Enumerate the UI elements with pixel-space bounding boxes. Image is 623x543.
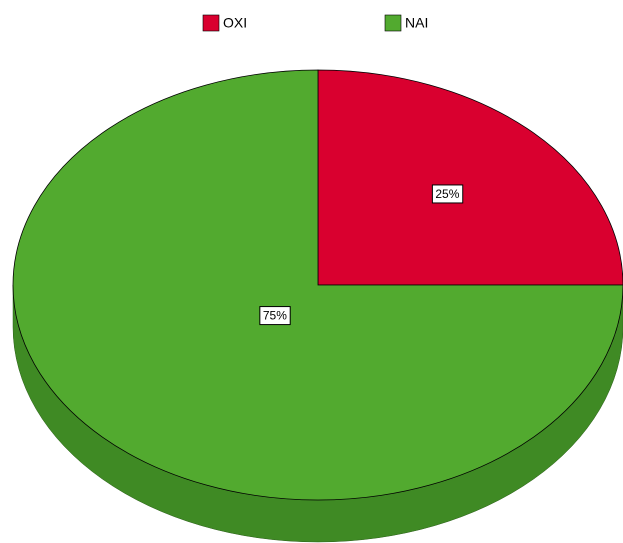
value-label-box <box>431 184 464 204</box>
legend-swatch <box>384 14 402 32</box>
value-label: 25% <box>435 187 459 201</box>
value-label: 75% <box>263 309 287 323</box>
slice <box>12 69 623 501</box>
legend-label: NAI <box>405 15 428 31</box>
legend-swatch <box>202 14 220 32</box>
legend-label: OXI <box>223 15 247 31</box>
value-label-box <box>259 306 291 326</box>
slice <box>317 69 623 286</box>
